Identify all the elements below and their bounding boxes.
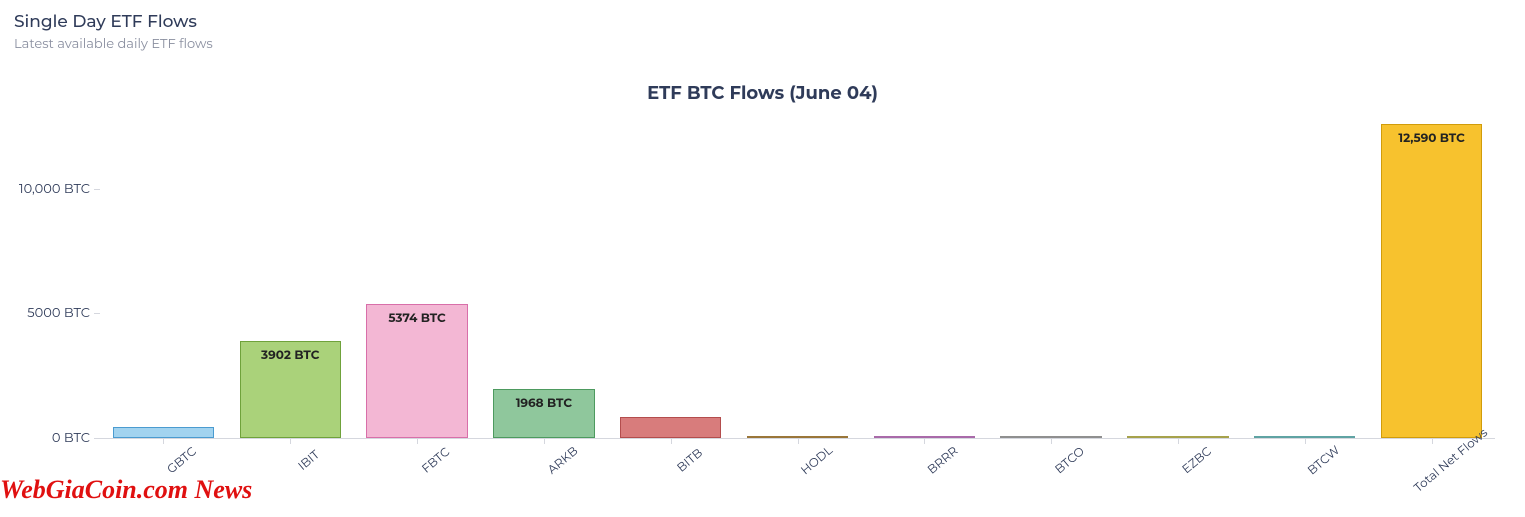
x-axis-tick-label: BRRR: [911, 427, 962, 478]
chart-bar-value-label: 3902 BTC: [241, 348, 340, 363]
chart-bar: 12,590 BTC: [1381, 124, 1482, 438]
etf-flows-bar-chart: 0 BTC5000 BTC10,000 BTCGBTC3902 BTCIBIT5…: [100, 114, 1495, 439]
x-axis-tick-label: HODL: [783, 426, 835, 478]
chart-bar: [620, 417, 721, 438]
x-axis-tick-label: BTCW: [1290, 426, 1342, 478]
watermark-text: WebGiaCoin.com News: [0, 475, 252, 505]
page-title: Single Day ETF Flows: [14, 12, 1525, 32]
y-axis-tick-label: 0 BTC: [52, 430, 100, 446]
y-axis-tick-mark: [94, 189, 100, 190]
chart-bar-value-label: 5374 BTC: [367, 311, 466, 326]
chart-bar-value-label: 12,590 BTC: [1382, 131, 1481, 146]
chart-bar: 1968 BTC: [493, 389, 594, 438]
x-axis-tick-label: EZBC: [1165, 427, 1214, 477]
page-subtitle: Latest available daily ETF flows: [14, 36, 1525, 52]
chart-plot-area: 0 BTC5000 BTC10,000 BTCGBTC3902 BTCIBIT5…: [100, 114, 1495, 439]
y-axis-tick-label: 5000 BTC: [27, 305, 100, 321]
chart-bar-value-label: 1968 BTC: [494, 396, 593, 411]
chart-bar: 5374 BTC: [366, 304, 467, 438]
y-axis-tick-label: 10,000 BTC: [19, 181, 100, 197]
y-axis-tick-mark: [94, 438, 100, 439]
chart-bar: 3902 BTC: [240, 341, 341, 438]
chart-title: ETF BTC Flows (June 04): [0, 82, 1525, 104]
y-axis-tick-mark: [94, 313, 100, 314]
x-axis-tick-label: BTCO: [1038, 427, 1088, 477]
